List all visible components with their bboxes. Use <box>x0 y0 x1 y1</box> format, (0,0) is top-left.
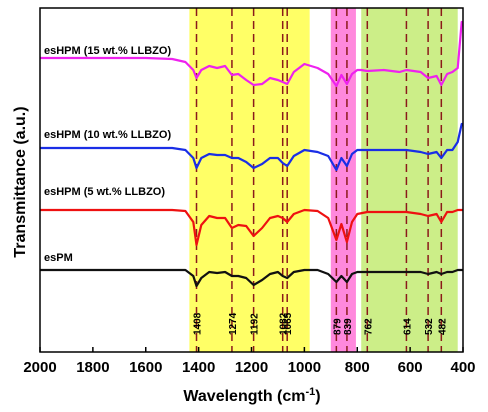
x-axis-ticks: 2000 1800 1600 1400 1200 1000 800 600 400 <box>23 347 476 376</box>
peak-label-1192: 1192 <box>250 313 261 335</box>
series-label-5wt: esHPM (5 wt.% LLBZO) <box>44 186 165 198</box>
series-line-1 <box>40 20 463 88</box>
peak-label-614: 614 <box>402 318 413 335</box>
x-tick-label-1000: 1000 <box>288 359 321 376</box>
x-tick-label-2000: 2000 <box>23 359 56 376</box>
x-axis-title-superscript: -1 <box>305 386 315 398</box>
peak-label-482: 482 <box>437 318 448 335</box>
series-label-espm: esPM <box>44 252 73 264</box>
x-axis-title-end: ) <box>315 388 320 405</box>
shaded-region-3 <box>361 8 458 352</box>
series-lines <box>40 20 463 288</box>
peak-label-762: 762 <box>363 318 374 335</box>
series-label-15wt: esHPM (15 wt.% LLBZO) <box>44 45 171 57</box>
series-line-2 <box>40 122 463 172</box>
shaded-region-1 <box>189 8 310 352</box>
peak-label-839: 839 <box>343 318 354 335</box>
peak-label-1274: 1274 <box>228 312 239 335</box>
peak-label-1065: 1065 <box>283 312 294 335</box>
x-tick-label-600: 600 <box>398 359 423 376</box>
shaded-region-2 <box>330 8 356 352</box>
peak-label-1408: 1408 <box>193 312 204 335</box>
peak-label-879: 879 <box>332 318 343 335</box>
x-tick-label-1600: 1600 <box>129 359 162 376</box>
y-axis-title: Transmittance (a.u.) <box>12 106 29 257</box>
x-tick-label-1200: 1200 <box>235 359 268 376</box>
series-label-10wt: esHPM (10 wt.% LLBZO) <box>44 129 171 141</box>
peak-label-532: 532 <box>424 318 435 335</box>
series-line-4 <box>40 268 463 288</box>
shaded-regions <box>189 8 458 352</box>
x-tick-label-1800: 1800 <box>76 359 109 376</box>
x-tick-label-800: 800 <box>345 359 370 376</box>
series-line-3 <box>40 208 463 247</box>
x-tick-label-400: 400 <box>450 359 475 376</box>
x-axis-title: Wavelength (cm-1) <box>183 386 320 405</box>
series-labels: esHPM (15 wt.% LLBZO) esHPM (10 wt.% LLB… <box>44 45 171 264</box>
peak-label-1082: 1082 <box>279 312 290 335</box>
x-axis-title-main: Wavelength (cm <box>183 388 305 405</box>
x-tick-label-1400: 1400 <box>182 359 215 376</box>
